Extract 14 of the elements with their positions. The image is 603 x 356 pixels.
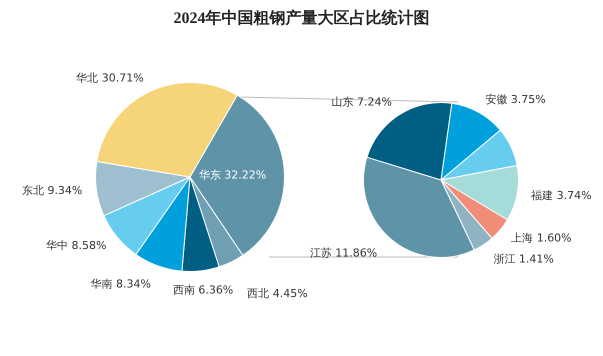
slice-label: 浙江 1.41% (493, 252, 554, 266)
slice-label: 江苏 11.86% (310, 246, 378, 260)
chart-title: 2024年中国粗钢产量大区占比统计图 (172, 8, 430, 29)
slice-label: 福建 3.74% (531, 188, 592, 202)
slice-label: 华南 8.34% (90, 278, 151, 291)
slice-label: 安徽 3.75% (485, 92, 546, 106)
slice-label: 山东 7.24% (331, 96, 392, 109)
slice-label: 西南 6.36% (172, 284, 234, 297)
slice-label: 上海 1.60% (511, 232, 572, 245)
slice-label: 华北 30.71% (76, 72, 144, 85)
slice-label: 西北 4.45% (247, 287, 308, 300)
slice-label: 华中 8.58% (46, 239, 106, 252)
slice-label: 华东 32.22% (198, 168, 266, 182)
slice-label: 东北 9.34% (22, 184, 82, 197)
